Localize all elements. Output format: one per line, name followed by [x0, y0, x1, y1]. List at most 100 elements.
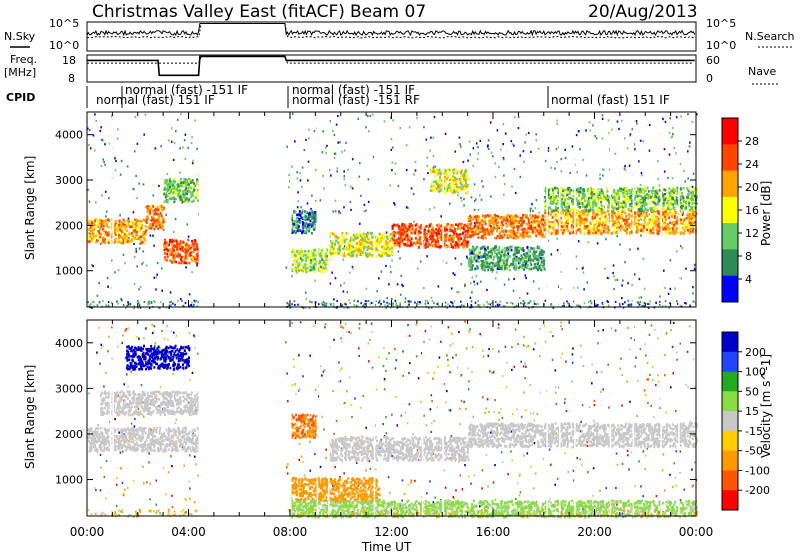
power-band-cell	[475, 267, 478, 270]
power-band-cell	[663, 221, 666, 225]
power-band-cell	[556, 214, 559, 217]
power-scatter-cell	[472, 164, 474, 167]
power-scatter-cell	[350, 185, 352, 188]
power-band-cell	[174, 187, 176, 190]
power-scatter-cell	[314, 169, 317, 172]
power-band-cell	[298, 252, 301, 255]
power-scatter-cell	[464, 283, 466, 286]
power-band-cell	[527, 221, 530, 225]
power-band-cell	[121, 225, 123, 228]
cpid-segment-2: normal (fast) -151 IF	[125, 83, 248, 97]
power-scatter-cell	[103, 160, 105, 164]
power-band-cell	[502, 236, 505, 239]
power-scatter-cell	[389, 116, 392, 119]
power-band-cell	[178, 190, 181, 194]
power-band-cell	[332, 247, 334, 250]
power-band-cell	[179, 198, 182, 201]
power-band-cell	[332, 249, 335, 252]
power-band-cell	[317, 269, 320, 272]
power-band-cell	[347, 252, 350, 256]
power-band-cell	[576, 220, 578, 224]
power-band-cell	[380, 254, 383, 258]
power-band-cell	[321, 250, 324, 254]
power-band-cell	[581, 212, 584, 216]
power-scatter-cell	[623, 187, 626, 190]
power-band-cell	[339, 249, 341, 252]
power-band-cell	[516, 257, 519, 260]
power-band-cell	[535, 256, 538, 259]
power-band-cell	[615, 230, 618, 233]
power-band-cell	[147, 208, 150, 212]
power-scatter-cell	[466, 257, 469, 260]
power-band-cell	[475, 232, 478, 236]
power-band-cell	[443, 236, 445, 239]
power-band-cell	[589, 208, 592, 211]
power-band-cell	[122, 233, 125, 236]
power-band-cell	[427, 245, 429, 248]
power-scatter-cell	[475, 142, 478, 145]
power-scatter-cell	[638, 160, 640, 163]
power-band-cell	[435, 168, 438, 171]
power-scatter-cell	[96, 294, 99, 297]
power-band-cell	[361, 251, 364, 254]
power-band-cell	[583, 210, 586, 214]
power-band-cell	[639, 209, 642, 213]
power-band-cell	[496, 225, 499, 229]
power-scatter-cell	[365, 126, 367, 129]
power-band-cell	[324, 263, 327, 266]
power-scatter-cell	[308, 128, 310, 131]
power-band-cell	[667, 223, 670, 226]
power-band-cell	[307, 223, 310, 226]
power-band-cell	[673, 232, 676, 236]
power-band-cell	[359, 238, 362, 242]
power-band-cell	[485, 265, 488, 269]
power-scatter-cell	[560, 170, 563, 173]
power-band-cell	[539, 216, 542, 220]
power-band-cell	[435, 234, 438, 238]
power-band-cell	[453, 181, 456, 184]
power-scatter-cell	[513, 144, 515, 147]
power-band-cell	[367, 239, 370, 242]
power-band-cell	[139, 220, 142, 223]
power-band-cell	[304, 259, 307, 263]
power-band-cell	[507, 231, 509, 234]
power-scatter-cell	[504, 132, 507, 135]
power-band-cell	[135, 224, 137, 228]
power-scatter-cell	[582, 271, 585, 274]
power-band-cell	[493, 224, 495, 227]
power-scatter-cell	[585, 129, 587, 132]
power-band-cell	[621, 189, 624, 193]
power-band-cell	[584, 220, 587, 223]
power-band-cell	[477, 217, 480, 221]
power-band-cell	[337, 241, 340, 244]
power-band-cell	[195, 259, 198, 263]
power-band-cell	[107, 239, 110, 242]
power-scatter-cell	[494, 175, 497, 178]
power-band-cell	[675, 229, 678, 233]
power-band-cell	[539, 221, 542, 224]
power-band-cell	[386, 252, 389, 256]
power-scatter-cell	[153, 276, 156, 279]
power-scatter-cell	[346, 291, 349, 294]
power-scatter-cell	[462, 160, 465, 164]
power-band-cell	[496, 215, 499, 218]
power-band-cell	[567, 229, 570, 232]
power-band-cell	[656, 216, 659, 219]
power-band-cell	[648, 221, 651, 225]
power-scatter-cell	[313, 130, 316, 133]
power-band-cell	[523, 234, 526, 237]
power-band-cell	[160, 214, 163, 218]
power-band-cell	[291, 231, 294, 235]
power-band-cell	[644, 189, 647, 192]
power-band-cell	[180, 190, 183, 193]
power-band-cell	[311, 268, 314, 271]
power-band-cell	[139, 224, 142, 228]
power-band-cell	[333, 250, 336, 254]
power-band-cell	[378, 243, 381, 246]
power-band-cell	[597, 229, 600, 232]
power-band-cell	[158, 219, 161, 222]
power-band-cell	[161, 227, 164, 230]
power-band-cell	[598, 217, 601, 221]
power-band-cell	[500, 267, 503, 271]
power-band-cell	[531, 214, 534, 218]
